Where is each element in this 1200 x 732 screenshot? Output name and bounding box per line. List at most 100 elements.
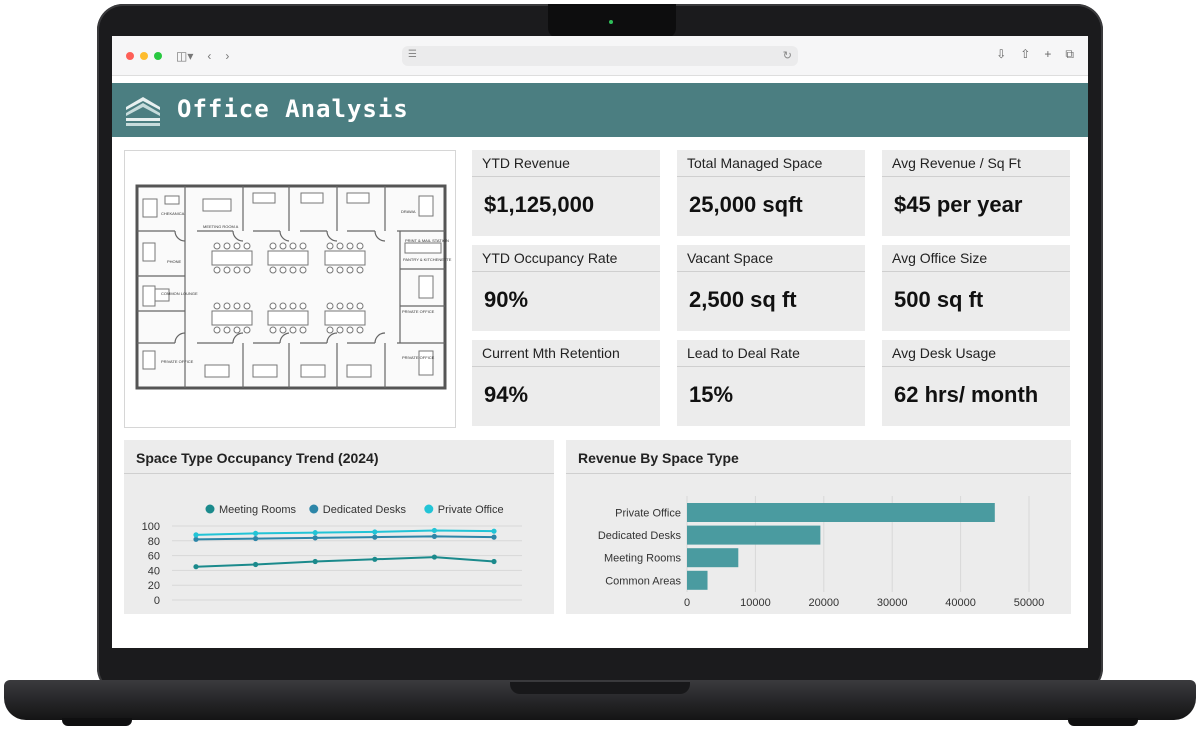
- new-tab-icon[interactable]: +: [1044, 47, 1052, 61]
- laptop-foot-right: [1068, 718, 1138, 726]
- category-label: Dedicated Desks: [598, 530, 682, 542]
- back-arrow-icon[interactable]: ‹: [207, 48, 212, 63]
- data-point: [431, 554, 437, 560]
- kpi-divider: [882, 176, 1070, 177]
- revenue-by-space-type-panel: Revenue By Space Type 0 10000 20000 30000 40…: [566, 440, 1071, 614]
- kpi-card-lead-to-deal-rate: Lead to Deal Rate 15%: [677, 340, 865, 426]
- zoom-window-button[interactable]: [154, 51, 162, 60]
- address-bar[interactable]: ☰ ↻: [402, 46, 798, 66]
- room-label-meeting: MEETING ROOM A: [203, 224, 239, 229]
- y-tick-label: 20: [148, 580, 160, 592]
- room-label-lounge: COMMON LOUNGE: [161, 291, 198, 296]
- kpi-card-current-mth-retention: Current Mth Retention 94%: [472, 340, 660, 426]
- kpi-value: 15%: [689, 382, 734, 407]
- floor-plan-drawing: CHEKANICA MEETING ROOM A PHONE COMMON LO…: [135, 184, 452, 390]
- y-tick-label: 40: [148, 565, 160, 577]
- series-line: [195, 529, 495, 536]
- x-tick-label: 40000: [945, 597, 976, 609]
- tab-overview-icon[interactable]: ⧉: [1065, 47, 1074, 61]
- data-point: [491, 528, 497, 534]
- kpi-label: Total Managed Space: [687, 155, 823, 171]
- page-title: Office Analysis: [177, 95, 409, 123]
- data-point: [312, 535, 318, 541]
- kpi-label: Avg Office Size: [892, 250, 988, 266]
- kpi-divider: [677, 176, 865, 177]
- building-logo-icon: [126, 97, 160, 126]
- y-tick-label: 100: [142, 521, 160, 533]
- data-point: [431, 533, 437, 539]
- data-point: [491, 558, 497, 565]
- kpi-value: $45 per year: [894, 192, 1023, 217]
- occupancy-trend-panel: Space Type Occupancy Trend (2024) Meetin…: [124, 440, 554, 614]
- revenue-by-space-type-title: Revenue By Space Type: [578, 450, 739, 466]
- room-label-print-station: PRINT & MAIL STATION: [405, 238, 449, 243]
- kpi-label: YTD Revenue: [482, 155, 570, 171]
- sidebar-toggle-icon[interactable]: ◫▾: [176, 48, 194, 63]
- browser-toolbar: ◫▾ ‹ › ☰ ↻ ⇩ ⇧ + ⧉: [112, 36, 1088, 76]
- data-point: [372, 534, 378, 540]
- kpi-card-ytd-occupancy-rate: YTD Occupancy Rate 90%: [472, 245, 660, 331]
- data-point: [193, 532, 199, 538]
- kpi-label: Lead to Deal Rate: [687, 345, 800, 361]
- kpi-value: 25,000 sqft: [689, 192, 803, 217]
- room-label-private-office-right-1: PRIVATE OFFICE: [402, 309, 435, 314]
- data-point: [253, 561, 259, 568]
- kpi-divider: [472, 271, 660, 272]
- bar: [687, 525, 821, 545]
- camera-indicator: [609, 20, 613, 24]
- category-label: Common Areas: [605, 575, 681, 587]
- kpi-label: Current Mth Retention: [482, 345, 620, 361]
- panel-divider: [566, 473, 1071, 474]
- kpi-divider: [882, 366, 1070, 367]
- kpi-value: 94%: [484, 382, 529, 407]
- page-menu-icon[interactable]: ☰: [408, 49, 417, 60]
- kpi-card-avg-office-size: Avg Office Size 500 sq ft: [882, 245, 1070, 331]
- kpi-value: 2,500 sq ft: [689, 287, 797, 312]
- kpi-value: 500 sq ft: [894, 287, 984, 312]
- room-label-private-office-right-2: PRIVATE OFFICE: [402, 355, 435, 360]
- download-icon[interactable]: ⇩: [996, 47, 1007, 61]
- kpi-card-avg-desk-usage: Avg Desk Usage 62 hrs/ month: [882, 340, 1070, 426]
- panel-divider: [124, 473, 554, 474]
- kpi-value: $1,125,000: [484, 192, 595, 217]
- share-icon[interactable]: ⇧: [1020, 47, 1031, 61]
- kpi-label: Vacant Space: [687, 250, 774, 266]
- bar: [687, 570, 708, 590]
- bar: [687, 503, 995, 522]
- kpi-divider: [677, 271, 865, 272]
- screen: ◫▾ ‹ › ☰ ↻ ⇩ ⇧ + ⧉ Office Analysis: [112, 36, 1088, 648]
- category-label: Meeting Rooms: [604, 553, 682, 565]
- legend-marker: [424, 504, 434, 514]
- forward-arrow-icon[interactable]: ›: [225, 48, 230, 63]
- data-point: [312, 558, 318, 565]
- kpi-label: Avg Revenue / Sq Ft: [892, 155, 1021, 171]
- data-point: [253, 530, 259, 536]
- bar: [687, 548, 739, 568]
- kpi-card-vacant-space: Vacant Space 2,500 sq ft: [677, 245, 865, 331]
- kpi-label: YTD Occupancy Rate: [482, 250, 618, 266]
- legend-label: Private Office: [438, 504, 504, 516]
- x-tick-label: 50000: [1014, 597, 1045, 609]
- kpi-value: 90%: [484, 287, 529, 312]
- data-point: [491, 534, 497, 540]
- dashboard-header: Office Analysis: [112, 83, 1088, 137]
- legend-marker: [205, 504, 215, 514]
- data-point: [193, 536, 199, 542]
- window-controls: [126, 51, 162, 60]
- kpi-label: Avg Desk Usage: [892, 345, 997, 361]
- occupancy-trend-chart: Meeting Rooms Dedicated Desks Private Offi…: [142, 504, 522, 607]
- x-tick-label: 20000: [809, 597, 840, 609]
- y-tick-label: 0: [154, 595, 160, 607]
- y-tick-label: 80: [148, 536, 160, 548]
- legend-label: Meeting Rooms: [219, 504, 297, 516]
- kpi-value: 62 hrs/ month: [894, 382, 1039, 407]
- reload-icon[interactable]: ↻: [782, 50, 792, 62]
- category-label: Private Office: [615, 508, 681, 520]
- legend-marker: [309, 504, 319, 514]
- kpi-divider: [472, 176, 660, 177]
- minimize-window-button[interactable]: [140, 51, 148, 60]
- kpi-card-avg-revenue-per-sqft: Avg Revenue / Sq Ft $45 per year: [882, 150, 1070, 236]
- close-window-button[interactable]: [126, 51, 134, 60]
- revenue-by-space-type-chart: 0 10000 20000 30000 40000 50000 Private Office…: [598, 496, 1045, 609]
- legend-label: Dedicated Desks: [323, 504, 407, 516]
